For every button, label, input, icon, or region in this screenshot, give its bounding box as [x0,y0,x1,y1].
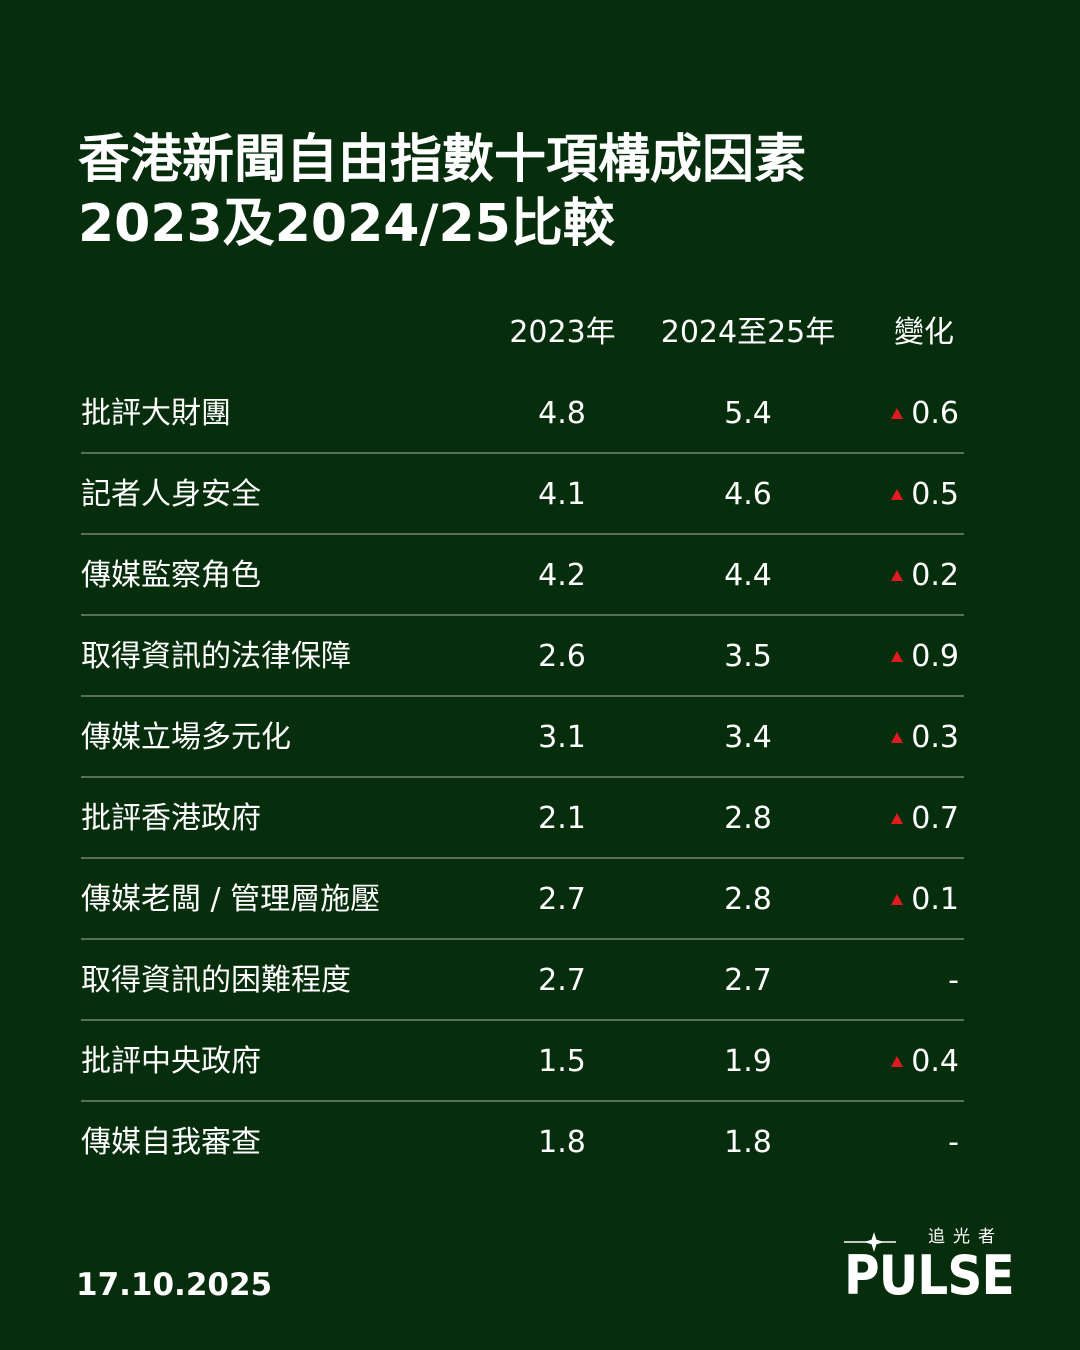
table-row: 傳媒老闆 / 管理層施壓 2.7 2.8 0.1 [81,859,964,940]
row-divider [81,776,964,778]
change-cell: 0.2 [851,535,959,616]
increase-triangle-icon [891,1056,904,1067]
change-value: 0.3 [911,720,959,755]
title-line-1: 香港新聞自由指數十項構成因素 [78,130,807,190]
value-2023: 4.2 [538,558,586,593]
change-value: 0.5 [911,477,959,512]
row-divider [81,857,964,859]
factor-label: 傳媒監察角色 [81,558,261,593]
change-cell: 0.7 [851,778,959,859]
value-2023: 2.7 [538,963,586,998]
value-2024-25: 4.6 [724,477,772,512]
title-line-2: 2023及2024/25比較 [78,194,615,254]
table-row: 批評香港政府 2.1 2.8 0.7 [81,778,964,859]
value-2023: 4.1 [538,477,586,512]
value-2024-25: 2.7 [724,963,772,998]
row-divider [81,1019,964,1021]
increase-triangle-icon [891,651,904,662]
factor-label: 批評中央政府 [81,1044,261,1079]
change-cell: 0.6 [851,373,959,454]
change-value: 0.4 [911,1044,959,1079]
row-divider [81,614,964,616]
change-value: 0.9 [911,639,959,674]
factor-label: 傳媒立場多元化 [81,720,291,755]
table-row: 傳媒立場多元化 3.1 3.4 0.3 [81,697,964,778]
pulse-logo: 追光者 PULSE [844,1218,1015,1307]
publish-date: 17.10.2025 [76,1267,273,1303]
change-cell: 0.5 [851,454,959,535]
column-header-change: 變化 [894,315,954,350]
chart-title: 香港新聞自由指數十項構成因素 2023及2024/25比較 [78,128,978,256]
change-value: 0.6 [911,396,959,431]
value-2024-25: 2.8 [724,801,772,836]
change-cell: - [851,1102,959,1183]
increase-triangle-icon [891,732,904,743]
factor-label: 批評香港政府 [81,801,261,836]
table-row: 批評中央政府 1.5 1.9 0.4 [81,1021,964,1102]
logo-wordmark: PULSE [844,1244,1015,1307]
change-cell: 0.9 [851,616,959,697]
change-value: 0.7 [911,801,959,836]
factor-label: 取得資訊的困難程度 [81,963,351,998]
value-2024-25: 1.9 [724,1044,772,1079]
table-row: 記者人身安全 4.1 4.6 0.5 [81,454,964,535]
table-row: 傳媒自我審查 1.8 1.8 - [81,1102,964,1183]
row-divider [81,533,964,535]
value-2024-25: 4.4 [724,558,772,593]
value-2024-25: 2.8 [724,882,772,917]
value-2023: 2.6 [538,639,586,674]
logo-subtitle: 追光者 [928,1227,1003,1247]
factor-label: 取得資訊的法律保障 [81,639,351,674]
row-divider [81,695,964,697]
row-divider [81,452,964,454]
table-row: 批評大財團 4.8 5.4 0.6 [81,373,964,454]
row-divider [81,938,964,940]
value-2024-25: 5.4 [724,396,772,431]
value-2024-25: 3.4 [724,720,772,755]
increase-triangle-icon [891,489,904,500]
change-value: 0.1 [911,882,959,917]
value-2023: 1.5 [538,1044,586,1079]
change-cell: 0.1 [851,859,959,940]
change-cell: - [851,940,959,1021]
value-2024-25: 3.5 [724,639,772,674]
value-2023: 2.7 [538,882,586,917]
factor-label: 傳媒老闆 / 管理層施壓 [81,882,381,917]
change-cell: 0.3 [851,697,959,778]
sparkle-icon [844,1232,896,1252]
change-value: - [948,963,959,998]
table-row: 傳媒監察角色 4.2 4.4 0.2 [81,535,964,616]
change-value: 0.2 [911,558,959,593]
factor-label: 記者人身安全 [81,477,261,512]
value-2023: 1.8 [538,1125,586,1160]
table-row: 取得資訊的困難程度 2.7 2.7 - [81,940,964,1021]
increase-triangle-icon [891,570,904,581]
value-2023: 4.8 [538,396,586,431]
column-header-2024-25: 2024至25年 [660,315,836,350]
column-header-2023: 2023年 [509,315,616,350]
value-2023: 3.1 [538,720,586,755]
increase-triangle-icon [891,813,904,824]
increase-triangle-icon [891,894,904,905]
increase-triangle-icon [891,408,904,419]
comparison-table: 2023年 2024至25年 變化 批評大財團 4.8 5.4 0.6 記者人身安全 4.… [81,0,964,1350]
change-cell: 0.4 [851,1021,959,1102]
table-row: 取得資訊的法律保障 2.6 3.5 0.9 [81,616,964,697]
factor-label: 傳媒自我審查 [81,1125,261,1160]
value-2023: 2.1 [538,801,586,836]
value-2024-25: 1.8 [724,1125,772,1160]
change-value: - [948,1125,959,1160]
factor-label: 批評大財團 [81,396,231,431]
row-divider [81,1100,964,1102]
